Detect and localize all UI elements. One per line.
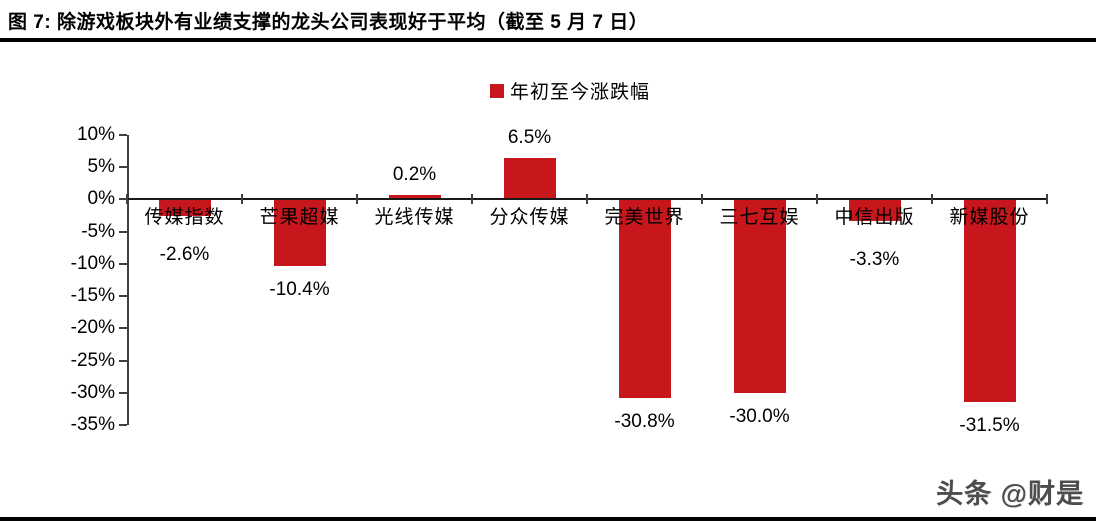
x-axis-tick: [126, 194, 128, 205]
y-axis-tick-label: 10%: [76, 124, 115, 145]
category-label: 三七互娱: [719, 207, 800, 229]
value-label: -30.0%: [729, 405, 790, 427]
value-label: 0.2%: [392, 164, 437, 186]
bar-完美世界: [618, 199, 671, 398]
x-axis-tick: [586, 194, 588, 205]
x-axis-tick: [241, 194, 243, 205]
y-axis-tick-label: -15%: [70, 285, 115, 307]
bar-传媒指数: [158, 199, 211, 217]
y-axis-tick: [119, 198, 127, 201]
legend-swatch-icon: [489, 83, 504, 98]
y-axis-tick-label: -25%: [70, 349, 115, 371]
category-label: 芒果超媒: [259, 207, 340, 229]
category-label: 分众传媒: [489, 207, 570, 229]
category-label: 光线传媒: [374, 207, 455, 229]
x-axis-tick: [931, 194, 933, 205]
bottom-rule-divider: [0, 517, 1096, 521]
bar-芒果超媒: [273, 199, 326, 267]
x-axis-tick: [816, 194, 818, 205]
y-axis-tick: [119, 424, 127, 426]
figure-title: 图 7: 除游戏板块外有业绩支撑的龙头公司表现好于平均（截至 5 月 7 日）: [8, 12, 649, 33]
y-axis-tick: [119, 327, 127, 330]
bar-新媒股份: [963, 199, 1016, 403]
category-label: 传媒指数: [144, 207, 225, 229]
y-axis-tick: [119, 262, 127, 265]
y-axis-tick-label: -5%: [81, 220, 115, 242]
category-label: 完美世界: [604, 207, 685, 229]
bar-三七互娱: [733, 199, 786, 393]
y-axis-tick-label: -30%: [70, 381, 115, 403]
y-axis-tick-label: 5%: [87, 156, 115, 178]
value-label: -30.8%: [614, 410, 675, 432]
bar-中信出版: [848, 199, 901, 221]
chart-legend: 年初至今涨跌幅: [489, 77, 651, 104]
y-axis-tick-label: 0%: [87, 188, 115, 210]
x-axis-tick: [471, 194, 473, 205]
bar-光线传媒: [388, 195, 441, 200]
value-label: -2.6%: [159, 244, 210, 266]
y-axis-tick: [119, 166, 127, 169]
value-label: -10.4%: [269, 279, 330, 301]
category-label: 中信出版: [834, 207, 915, 229]
category-label: 新媒股份: [949, 207, 1030, 229]
legend-label: 年初至今涨跌幅: [509, 82, 651, 103]
y-axis-tick: [119, 230, 127, 233]
value-label: -31.5%: [959, 415, 1020, 437]
x-axis-tick: [701, 194, 703, 205]
bar-分众传媒: [503, 157, 556, 200]
value-label: -3.3%: [849, 248, 900, 270]
x-axis-tick: [356, 194, 358, 205]
y-axis-tick-label: -35%: [70, 414, 115, 435]
top-rule-divider: [0, 38, 1096, 42]
y-axis-tick: [119, 391, 127, 394]
y-axis-tick-label: -10%: [70, 252, 115, 274]
y-axis-tick: [119, 134, 127, 136]
y-axis-line: [127, 135, 129, 425]
y-axis-tick-label: -20%: [70, 317, 115, 339]
y-axis-tick: [119, 295, 127, 298]
value-label: 6.5%: [507, 126, 552, 148]
y-axis-tick: [119, 359, 127, 362]
watermark: 头条 @财是: [936, 479, 1084, 509]
x-axis-tick: [1046, 194, 1048, 205]
